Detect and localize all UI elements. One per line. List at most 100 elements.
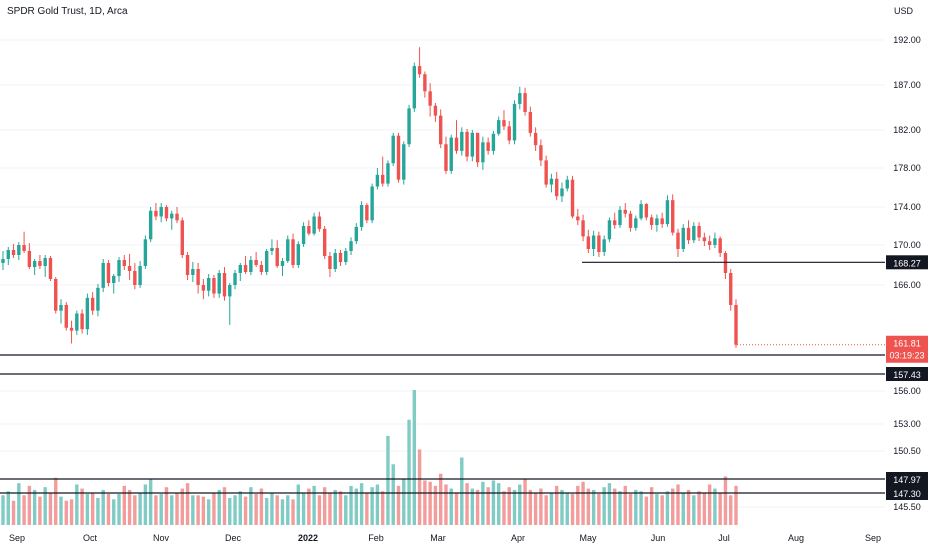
volume-bar: [507, 487, 511, 525]
candle-body: [502, 120, 506, 127]
volume-bar: [43, 487, 47, 525]
candle-body: [576, 216, 580, 221]
volume-bar: [344, 495, 348, 525]
candle-body: [676, 232, 680, 249]
volume-bar: [254, 493, 258, 525]
candle-body: [38, 261, 42, 266]
volume-bar: [1, 495, 5, 525]
candle-body: [54, 279, 58, 311]
candle-body: [354, 226, 359, 242]
volume-bar: [317, 495, 322, 525]
volume-bar: [69, 499, 74, 525]
time-tick-label: Oct: [83, 533, 98, 543]
volume-bar: [17, 483, 21, 525]
candle-body: [349, 241, 353, 251]
candle-body: [222, 273, 227, 297]
candle-body: [286, 239, 290, 261]
candle-body: [544, 160, 548, 185]
candle-body: [607, 220, 612, 240]
candle-body: [628, 213, 633, 228]
candle-body: [570, 179, 575, 217]
candle-body: [729, 273, 733, 305]
volume-bar: [438, 473, 443, 525]
candle-body: [301, 226, 306, 245]
volume-bar: [64, 500, 68, 525]
candle-body: [307, 226, 311, 234]
volume-bar: [449, 488, 453, 525]
last-price-tag: [886, 335, 928, 363]
candle-body: [613, 220, 617, 226]
price-tick-label: 145.50: [893, 502, 921, 512]
candle-body: [175, 213, 179, 221]
candle-body: [90, 297, 95, 311]
candle-body: [449, 137, 453, 171]
volume-bar: [560, 489, 564, 525]
volume-bar: [106, 493, 111, 525]
volume-bar: [164, 487, 169, 525]
candle-body: [423, 74, 427, 92]
volume-bar: [32, 489, 37, 525]
volume-bar: [671, 488, 675, 525]
candle-body: [644, 204, 649, 218]
volume-bar: [602, 487, 606, 525]
volume-bar: [676, 484, 680, 525]
axis-price-tag-bg: [886, 255, 928, 270]
candle-body: [333, 253, 337, 269]
volume-bar: [296, 484, 301, 525]
candle-body: [11, 250, 16, 255]
candle-body: [22, 245, 26, 251]
volume-bar: [729, 495, 733, 525]
candle-body: [48, 258, 53, 279]
candle-body: [565, 179, 569, 189]
axis-price-tag-bg: [886, 486, 928, 500]
candle-body: [428, 91, 432, 106]
candle-body: [597, 235, 601, 252]
volume-bar: [170, 495, 174, 525]
candle-body: [312, 216, 316, 234]
candle-body: [185, 255, 190, 275]
candle-body: [280, 261, 285, 266]
candle-body: [671, 200, 675, 233]
candle-body: [634, 218, 638, 228]
volume-bar: [496, 483, 501, 525]
volume-bar: [112, 499, 116, 525]
volume-bar: [697, 491, 701, 525]
volume-bar: [138, 492, 142, 525]
chart-title: SPDR Gold Trust, 1D, Arca: [7, 6, 128, 17]
time-tick-label: Dec: [225, 533, 242, 543]
volume-bar: [222, 487, 227, 525]
candle-body: [359, 205, 364, 227]
candle-body: [164, 207, 169, 219]
candle-body: [6, 250, 10, 259]
time-tick-label: Sep: [9, 533, 25, 543]
candle-body: [264, 251, 269, 272]
volume-bar: [154, 495, 158, 525]
candle-body: [533, 132, 538, 146]
candle-body: [549, 178, 554, 185]
candle-body: [259, 265, 264, 272]
volume-bar: [201, 496, 206, 525]
candle-body: [138, 266, 142, 285]
volume-bar: [407, 419, 411, 525]
candle-body: [417, 66, 422, 75]
volume-bar: [301, 492, 306, 525]
volume-bar: [618, 491, 622, 525]
candle-body: [365, 205, 369, 221]
candle-body: [386, 163, 390, 184]
price-tick-label: 182.00: [893, 125, 921, 135]
volume-bar: [328, 492, 332, 525]
volume-bar: [570, 493, 575, 525]
candle-body: [433, 105, 438, 116]
volume-bar: [375, 484, 380, 525]
candle-body: [106, 263, 111, 283]
candle-body: [117, 260, 121, 276]
volume-bar: [117, 493, 121, 525]
volume-bar: [38, 496, 42, 525]
time-tick-label: Feb: [368, 533, 384, 543]
candle-body: [180, 220, 184, 255]
volume-bar: [312, 485, 316, 525]
candle-body: [454, 137, 459, 151]
candle-body: [470, 132, 475, 157]
